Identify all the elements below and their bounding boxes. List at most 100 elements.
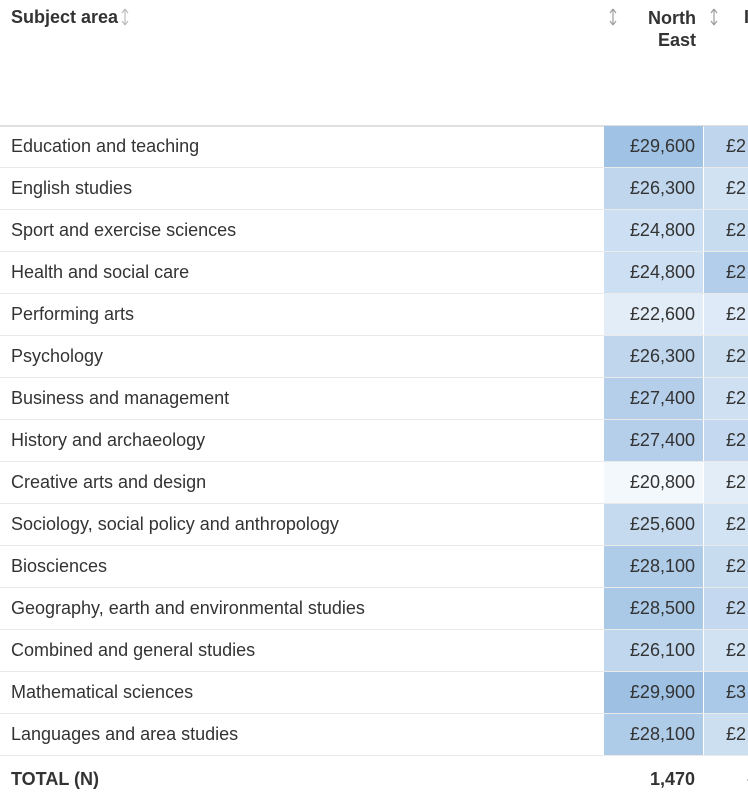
table-row: Mathematical sciences £29,900 £3 <box>0 672 748 714</box>
north-east-cell: £26,100 <box>604 630 703 671</box>
north-east-value: £26,100 <box>629 640 695 660</box>
subject-cell: Languages and area studies <box>11 724 239 744</box>
next-region-cell: £2 <box>704 378 748 419</box>
total-row: TOTAL (N) 1,470 · <box>0 758 748 800</box>
table-row: Psychology £26,300 £2 <box>0 336 748 378</box>
table-row: Geography, earth and environmental studi… <box>0 588 748 630</box>
table-row: Creative arts and design £20,800 £2 <box>0 462 748 504</box>
next-region-value: £2 <box>726 724 747 744</box>
north-east-value: £24,800 <box>629 220 695 240</box>
north-east-cell: £26,300 <box>604 168 703 209</box>
subject-cell: Sport and exercise sciences <box>11 220 237 240</box>
next-region-cell: £2 <box>704 126 748 167</box>
sort-arrows-icon[interactable] <box>609 8 617 26</box>
north-east-value: £22,600 <box>629 304 695 324</box>
total-north-east: 1,470 <box>649 769 695 789</box>
north-east-cell: £24,800 <box>604 252 703 293</box>
next-region-column-header[interactable]: I <box>744 7 748 27</box>
next-region-value: £2 <box>726 346 747 366</box>
next-region-cell: £2 <box>704 504 748 545</box>
table-row: Education and teaching £29,600 £2 <box>0 126 748 168</box>
next-region-value: £2 <box>726 598 747 618</box>
sort-arrows-icon[interactable] <box>710 8 718 26</box>
next-region-value: £2 <box>726 220 747 240</box>
north-east-cell: £29,900 <box>604 672 703 713</box>
north-east-cell: £29,600 <box>604 126 703 167</box>
subject-cell: Biosciences <box>11 556 108 576</box>
north-east-cell: £28,100 <box>604 546 703 587</box>
next-region-cell: £2 <box>704 462 748 503</box>
next-region-cell: £2 <box>704 588 748 629</box>
north-east-cell: £27,400 <box>604 420 703 461</box>
next-region-cell: £2 <box>704 630 748 671</box>
subject-cell: Performing arts <box>11 304 135 324</box>
north-east-value: £28,100 <box>629 556 695 576</box>
next-region-value: £2 <box>726 178 747 198</box>
table-row: Sociology, social policy and anthropolog… <box>0 504 748 546</box>
table-row: Performing arts £22,600 £2 <box>0 294 748 336</box>
north-east-cell: £24,800 <box>604 210 703 251</box>
north-east-value: £26,300 <box>629 346 695 366</box>
next-region-cell: £3 <box>704 672 748 713</box>
table-row: Combined and general studies £26,100 £2 <box>0 630 748 672</box>
table-body: Education and teaching £29,600 £2 English s… <box>0 126 748 756</box>
table-row: Business and management £27,400 £2 <box>0 378 748 420</box>
next-region-cell: £2 <box>704 252 748 293</box>
next-region-cell: £2 <box>704 168 748 209</box>
table-row: Languages and area studies £28,100 £2 <box>0 714 748 756</box>
north-east-value: £24,800 <box>629 262 695 282</box>
north-east-value: £27,400 <box>629 388 695 408</box>
table-row: Sport and exercise sciences £24,800 £2 <box>0 210 748 252</box>
table-header: Subject area North East I <box>0 0 748 127</box>
north-east-value: £28,500 <box>629 598 695 618</box>
subject-area-header-label: Subject area <box>11 7 119 27</box>
sort-arrows-icon[interactable] <box>121 8 129 26</box>
next-region-cell: £2 <box>704 546 748 587</box>
next-region-cell: £2 <box>704 714 748 755</box>
next-region-value: £2 <box>726 640 747 660</box>
subject-cell: Geography, earth and environmental studi… <box>11 598 365 618</box>
north-east-cell: £28,100 <box>604 714 703 755</box>
subject-cell: Combined and general studies <box>11 640 256 660</box>
north-east-cell: £27,400 <box>604 378 703 419</box>
subject-area-column-header[interactable]: Subject area <box>11 7 129 28</box>
table-row: English studies £26,300 £2 <box>0 168 748 210</box>
next-region-value: £2 <box>726 514 747 534</box>
next-region-value: £2 <box>726 262 747 282</box>
north-east-value: £25,600 <box>629 514 695 534</box>
north-east-value: £27,400 <box>629 430 695 450</box>
north-east-cell: £25,600 <box>604 504 703 545</box>
next-region-value: £2 <box>726 136 747 156</box>
north-east-value: £29,600 <box>629 136 695 156</box>
next-region-cell: £2 <box>704 336 748 377</box>
north-east-value: £28,100 <box>629 724 695 744</box>
subject-cell: Creative arts and design <box>11 472 207 492</box>
total-label: TOTAL (N) <box>11 769 99 789</box>
next-region-value: £2 <box>726 472 747 492</box>
total-next-region: · <box>745 758 748 800</box>
north-east-cell: £20,800 <box>604 462 703 503</box>
north-east-value: £26,300 <box>629 178 695 198</box>
subject-cell: Mathematical sciences <box>11 682 194 702</box>
table-row: Biosciences £28,100 £2 <box>0 546 748 588</box>
north-east-value: £29,900 <box>629 682 695 702</box>
table-row: History and archaeology £27,400 £2 <box>0 420 748 462</box>
next-region-value: £2 <box>726 430 747 450</box>
next-region-cell: £2 <box>704 420 748 461</box>
north-east-cell: £26,300 <box>604 336 703 377</box>
subject-cell: Business and management <box>11 388 230 408</box>
next-region-value: £2 <box>726 556 747 576</box>
table-row: Health and social care £24,800 £2 <box>0 252 748 294</box>
subject-cell: Sociology, social policy and anthropolog… <box>11 514 339 534</box>
next-region-cell: £2 <box>704 294 748 335</box>
subject-cell: Health and social care <box>11 262 190 282</box>
subject-cell: History and archaeology <box>11 430 206 450</box>
next-region-value: £3 <box>726 682 747 702</box>
next-region-value: £2 <box>726 388 747 408</box>
north-east-cell: £28,500 <box>604 588 703 629</box>
subject-cell: Psychology <box>11 346 104 366</box>
north-east-value: £20,800 <box>629 472 695 492</box>
north-east-column-header[interactable]: North East <box>624 7 696 51</box>
next-region-cell: £2 <box>704 210 748 251</box>
